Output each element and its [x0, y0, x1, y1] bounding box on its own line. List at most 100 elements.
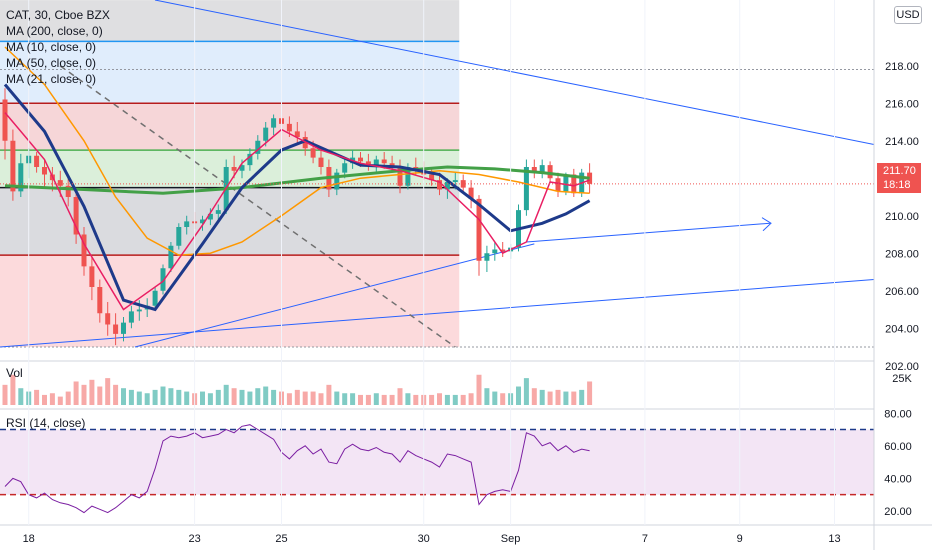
legend-symbol[interactable]: CAT, 30, Cboe BZX — [6, 8, 110, 22]
candle-body — [397, 167, 403, 186]
candle-body — [563, 174, 569, 192]
volume-bar — [152, 389, 158, 405]
price-tick-label: 218.00 — [885, 61, 919, 73]
volume-bar — [413, 394, 419, 405]
candle-body — [531, 167, 537, 173]
volume-bar — [460, 394, 466, 405]
volume-bar — [81, 384, 87, 405]
dashed-trendline — [59, 65, 456, 348]
candle-body — [365, 161, 371, 166]
legend-ma21[interactable]: MA (21, close, 0) — [6, 72, 97, 86]
volume-bar — [247, 391, 253, 405]
volume-bar — [555, 389, 561, 405]
rsi-label[interactable]: RSI (14, close) — [6, 416, 86, 430]
candle-body — [460, 180, 466, 188]
volume-bar — [563, 391, 569, 405]
volume-bar — [468, 393, 474, 405]
volume-bar — [587, 381, 593, 405]
volume-label[interactable]: Vol — [6, 366, 23, 380]
rsi-tick-label: 80.00 — [884, 408, 912, 420]
legend-ma200[interactable]: MA (200, close, 0) — [6, 24, 103, 38]
candle-body — [255, 140, 261, 154]
price-tick-label: 202.00 — [885, 361, 919, 373]
legend-ma50[interactable]: MA (50, close, 0) — [6, 56, 97, 70]
candle-body — [587, 172, 593, 184]
candle-body — [113, 324, 119, 334]
candle-body — [97, 287, 103, 314]
volume-bar — [523, 378, 529, 405]
price-tick-label: 214.00 — [885, 136, 919, 148]
volume-bar — [144, 393, 150, 405]
volume-bar — [389, 394, 395, 405]
currency-button[interactable]: USD — [894, 6, 922, 24]
ma10-line — [4, 112, 590, 311]
volume-bar — [405, 393, 411, 405]
volume-bar — [49, 393, 55, 405]
candle-body — [405, 167, 411, 186]
volume-bar — [516, 386, 521, 405]
volume-bar — [207, 393, 213, 405]
trendline — [0, 279, 875, 348]
candle-body — [121, 322, 126, 334]
candle-body — [247, 153, 253, 166]
candle-body — [18, 163, 24, 192]
ma200-line — [4, 165, 590, 195]
trendline — [154, 0, 875, 145]
last-price-badge: 211.70 18:18 — [877, 163, 921, 193]
volume-bar — [168, 388, 174, 405]
price-tick-label: 208.00 — [885, 248, 919, 260]
ma21-line — [3, 83, 591, 312]
bar-countdown: 18:18 — [883, 179, 911, 191]
candle-body — [413, 167, 419, 169]
candle-body — [10, 140, 16, 192]
volume-pane — [2, 374, 593, 405]
candle-body — [215, 210, 221, 214]
date-tick-label: 9 — [737, 533, 743, 545]
volume-bar — [342, 393, 348, 405]
candle-body — [358, 157, 363, 162]
volume-bar — [128, 389, 134, 405]
candle-body — [128, 311, 134, 323]
date-tick-label: 18 — [23, 533, 35, 545]
volume-bar — [239, 389, 245, 405]
candle-body — [318, 157, 324, 167]
rsi-pane — [0, 424, 874, 514]
legend-ma10[interactable]: MA (10, close, 0) — [6, 40, 97, 54]
candle-body — [500, 249, 506, 252]
candle-body — [310, 148, 316, 158]
price-tick-label: 206.00 — [885, 286, 919, 298]
volume-bar — [381, 394, 387, 405]
date-tick-label: 13 — [828, 533, 840, 545]
candle-body — [176, 227, 182, 246]
volume-bar — [34, 389, 40, 405]
volume-bar — [365, 394, 371, 405]
price-band — [0, 255, 460, 347]
rsi-tick-label: 40.00 — [884, 473, 912, 485]
volume-bar — [57, 396, 63, 405]
volume-bar — [42, 394, 47, 405]
candle-body — [334, 172, 340, 190]
candle-body — [263, 127, 269, 141]
price-band — [0, 187, 460, 256]
candle-body — [484, 253, 490, 261]
candle-body — [429, 174, 435, 181]
candle-body — [492, 249, 498, 254]
volume-bar — [286, 393, 292, 405]
candle-body — [539, 165, 545, 173]
volume-bar — [271, 389, 277, 405]
volume-bar — [310, 391, 316, 405]
volume-bar — [215, 389, 221, 405]
candle-body — [34, 155, 40, 167]
date-tick-label: 25 — [275, 533, 287, 545]
trendline — [526, 222, 771, 243]
price-tick-label: 216.00 — [885, 98, 919, 110]
volume-bar — [531, 388, 537, 405]
price-tick-label: 210.00 — [885, 211, 919, 223]
candle-body — [239, 165, 245, 171]
volume-bar — [255, 388, 261, 405]
volume-bar — [500, 393, 506, 405]
volume-bar — [397, 388, 403, 405]
volume-bar — [444, 394, 450, 405]
volume-bar — [113, 384, 119, 405]
volume-bar — [73, 381, 79, 405]
